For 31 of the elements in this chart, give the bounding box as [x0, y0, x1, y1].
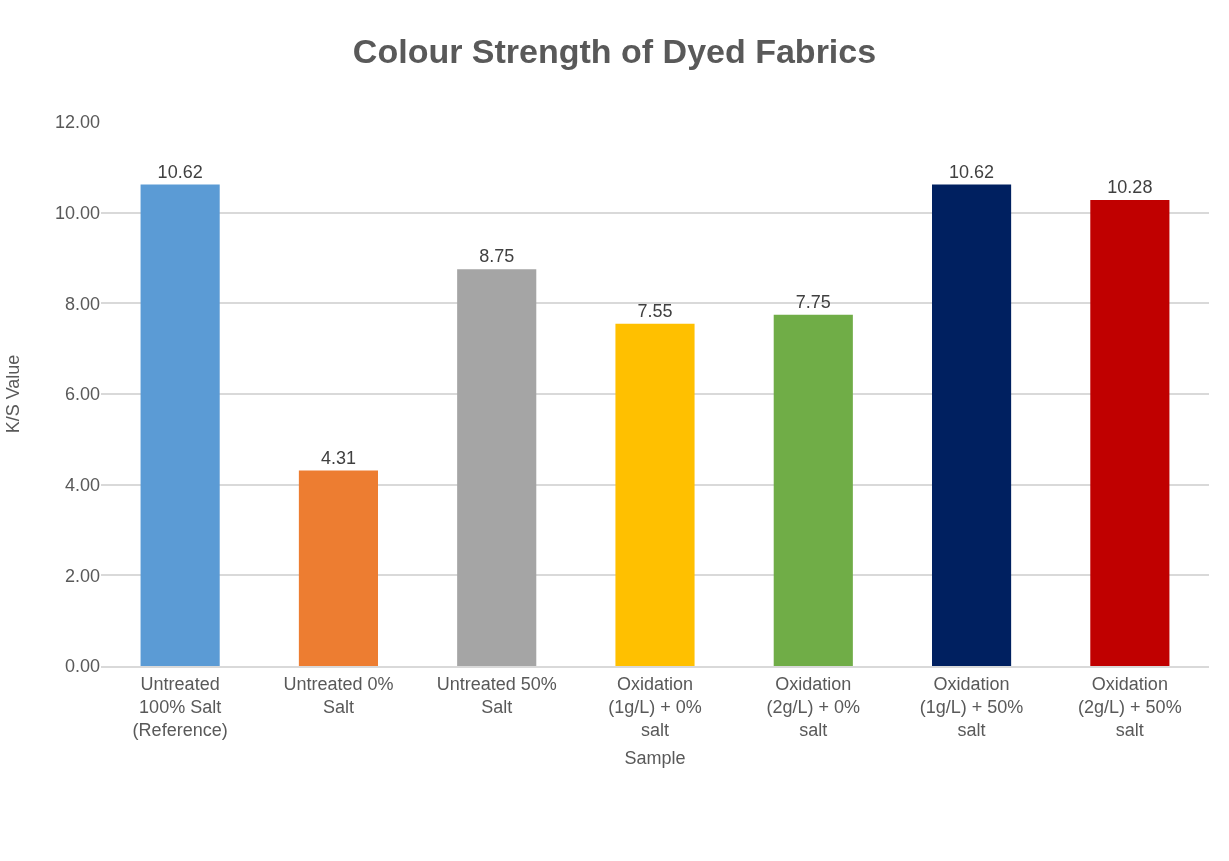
bar: [140, 184, 220, 666]
bar: [457, 269, 537, 666]
x-tick-label: Oxidation (1g/L) + 50% salt: [919, 673, 1024, 741]
data-label: 10.62: [157, 161, 203, 182]
bar: [932, 184, 1012, 666]
y-tick-label: 0.00: [64, 656, 100, 677]
y-axis-title: K/S Value: [3, 354, 24, 434]
data-label: 4.31: [320, 447, 356, 468]
y-tick-label: 2.00: [64, 565, 100, 586]
x-tick-label: Oxidation (2g/L) + 50% salt: [1078, 673, 1182, 741]
y-tick-label: 12.00: [54, 112, 100, 133]
bar: [298, 470, 378, 666]
y-tick-label: 8.00: [64, 293, 100, 314]
x-tick-label: Oxidation (2g/L) + 0% salt: [766, 673, 861, 741]
y-tick-label: 10.00: [54, 202, 100, 223]
data-label: 7.55: [637, 300, 673, 321]
x-tick-label: Untreated 50% Salt: [436, 673, 557, 717]
data-label: 8.75: [479, 246, 515, 267]
data-label: 7.75: [795, 291, 831, 312]
bar: [773, 314, 853, 666]
x-tick-label: Oxidation (1g/L) + 0% salt: [608, 673, 702, 741]
bar: [1090, 199, 1170, 666]
chart-title: Colour Strength of Dyed Fabrics: [352, 31, 877, 70]
data-label: 10.28: [1107, 176, 1153, 197]
y-tick-label: 4.00: [64, 474, 100, 495]
y-tick-label: 6.00: [64, 384, 100, 405]
bar: [615, 323, 695, 666]
x-tick-label: Untreated 100% Salt (Reference): [132, 673, 228, 741]
x-tick-label: Untreated 0% Salt: [283, 673, 394, 717]
data-label: 10.62: [949, 161, 995, 182]
x-axis-title: Sample: [624, 748, 686, 768]
